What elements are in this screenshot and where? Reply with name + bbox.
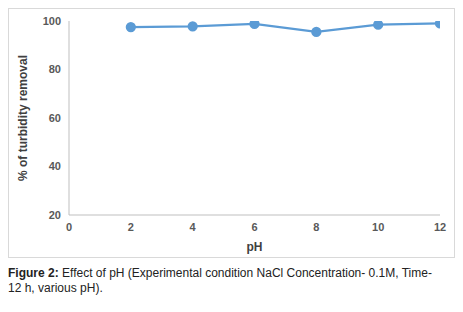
svg-text:4: 4 <box>190 221 197 233</box>
svg-text:10: 10 <box>372 221 384 233</box>
svg-text:20: 20 <box>49 209 61 221</box>
svg-text:8: 8 <box>313 221 319 233</box>
svg-text:60: 60 <box>49 112 61 124</box>
svg-text:6: 6 <box>251 221 257 233</box>
svg-text:0: 0 <box>66 221 72 233</box>
svg-text:% of turbidity removal: % of turbidity removal <box>16 55 30 181</box>
svg-text:12: 12 <box>434 221 446 233</box>
svg-text:2: 2 <box>128 221 134 233</box>
svg-text:pH: pH <box>247 240 263 254</box>
svg-text:100: 100 <box>43 15 61 27</box>
svg-text:80: 80 <box>49 63 61 75</box>
html-text:Figure 2: Effect of pH (Experi: Figure 2: Effect of pH (Experimental con… <box>8 266 432 295</box>
svg-text:40: 40 <box>49 160 61 172</box>
